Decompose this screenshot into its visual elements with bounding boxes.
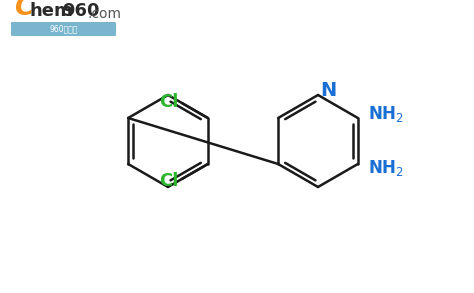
Text: N: N: [320, 81, 336, 100]
Text: 960化工网: 960化工网: [50, 25, 78, 33]
Text: C: C: [14, 0, 33, 21]
FancyBboxPatch shape: [11, 22, 116, 36]
Text: Cl: Cl: [159, 93, 179, 111]
Text: NH$_2$: NH$_2$: [368, 104, 404, 124]
Text: 960: 960: [62, 2, 100, 20]
Text: Cl: Cl: [159, 172, 179, 190]
Text: hem: hem: [30, 2, 74, 20]
Text: NH$_2$: NH$_2$: [368, 158, 404, 178]
Text: .com: .com: [88, 7, 122, 21]
